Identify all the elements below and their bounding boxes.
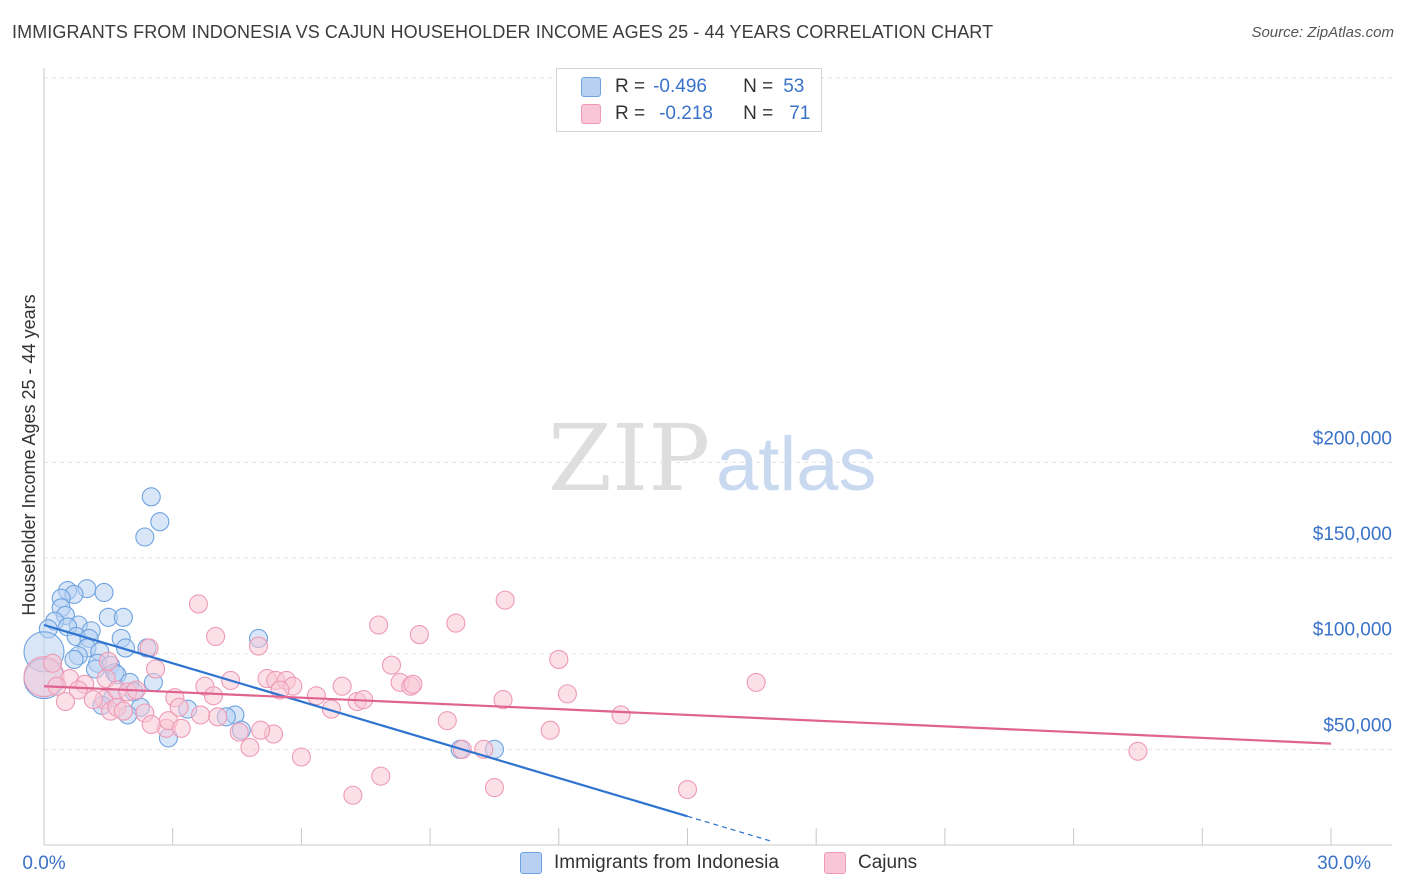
point-cajun bbox=[557, 684, 577, 704]
point-cajun bbox=[409, 625, 429, 645]
legend-swatch-indonesia bbox=[520, 852, 542, 874]
source-credit: Source: ZipAtlas.com bbox=[1251, 24, 1394, 41]
point-cajun bbox=[540, 720, 560, 740]
y-tick-label: $150,000 bbox=[1313, 524, 1392, 545]
point-cajun bbox=[145, 659, 166, 679]
watermark: ZIP atlas bbox=[548, 405, 877, 512]
point-cajun bbox=[437, 711, 457, 731]
point-cajun bbox=[371, 766, 391, 786]
y-tick-label: $200,000 bbox=[1313, 428, 1392, 449]
trendline-cajun bbox=[43, 685, 1332, 745]
point-cajun bbox=[251, 720, 271, 740]
axis-layer: $50,000 $100,000 $150,000 $200,000 0.0% 30.0% bbox=[22, 68, 1392, 874]
legend-r-label: R = bbox=[615, 76, 646, 97]
legend-r-value-cajuns: -0.218 bbox=[659, 103, 713, 124]
point-indonesia bbox=[115, 638, 136, 658]
series-legend: Immigrants from Indonesia Cajuns bbox=[0, 852, 1406, 876]
point-indonesia bbox=[141, 487, 161, 507]
legend-row-cajuns: R = -0.218 N = 71 bbox=[581, 102, 810, 126]
point-cajun bbox=[291, 747, 311, 767]
point-cajun bbox=[169, 697, 189, 717]
point-cajun bbox=[248, 636, 269, 656]
point-cajun bbox=[493, 690, 513, 710]
x-tick-label: 0.0% bbox=[22, 853, 65, 874]
legend-row-indonesia: R = -0.496 N = 53 bbox=[581, 75, 804, 99]
point-cajun bbox=[306, 686, 326, 706]
trendline-indonesia bbox=[43, 623, 688, 818]
y-tick-label: $100,000 bbox=[1313, 620, 1392, 641]
point-indonesia bbox=[150, 512, 170, 532]
point-cajun bbox=[446, 613, 466, 633]
point-cajun bbox=[43, 653, 63, 673]
point-cajun bbox=[495, 590, 515, 610]
watermark-zip: ZIP bbox=[548, 405, 710, 512]
points-layer bbox=[23, 487, 1148, 805]
point-indonesia bbox=[64, 649, 84, 669]
point-cajun bbox=[677, 779, 698, 800]
point-cajun bbox=[403, 674, 423, 694]
legend-n-label: N = bbox=[743, 76, 774, 97]
legend-n-label: N = bbox=[743, 103, 774, 124]
point-cajun bbox=[141, 714, 161, 735]
point-cajun bbox=[229, 722, 249, 742]
x-tick-label: 30.0% bbox=[1317, 853, 1371, 874]
point-cajun bbox=[191, 705, 211, 725]
y-tick-label: $50,000 bbox=[1323, 715, 1392, 736]
point-cajun bbox=[343, 785, 363, 805]
legend-swatch-indonesia bbox=[581, 77, 601, 97]
point-indonesia bbox=[135, 527, 155, 547]
legend-swatch-cajuns bbox=[581, 104, 601, 124]
legend-label-indonesia: Immigrants from Indonesia bbox=[554, 852, 779, 873]
point-cajun bbox=[321, 699, 341, 719]
point-cajun bbox=[83, 690, 103, 710]
point-cajun bbox=[171, 718, 191, 738]
watermark-atlas: atlas bbox=[716, 422, 877, 507]
legend-label-cajuns: Cajuns bbox=[858, 852, 918, 873]
point-indonesia bbox=[113, 607, 133, 627]
legend-item-cajuns: Cajuns bbox=[824, 852, 917, 874]
trend-layer bbox=[43, 623, 1332, 843]
legend-n-value-cajuns: 71 bbox=[789, 103, 811, 124]
point-cajun bbox=[188, 594, 208, 614]
point-cajun bbox=[240, 737, 260, 757]
point-cajun bbox=[369, 615, 389, 635]
point-cajun bbox=[203, 686, 224, 706]
point-cajun bbox=[611, 705, 631, 725]
point-cajun bbox=[113, 701, 133, 721]
grid-layer bbox=[44, 77, 1392, 750]
point-cajun bbox=[746, 672, 766, 692]
point-cajun bbox=[206, 626, 226, 647]
legend-r-value-indonesia: -0.496 bbox=[653, 76, 707, 97]
legend-item-indonesia: Immigrants from Indonesia bbox=[520, 852, 779, 874]
point-indonesia bbox=[94, 582, 114, 603]
y-axis-title: Householder Income Ages 25 - 44 years bbox=[19, 294, 39, 615]
point-cajun bbox=[332, 676, 352, 696]
point-cajun bbox=[381, 655, 402, 675]
point-cajun bbox=[55, 691, 75, 712]
point-cajun bbox=[1128, 741, 1148, 761]
point-cajun bbox=[98, 651, 118, 671]
legend-n-value-indonesia: 53 bbox=[783, 76, 805, 97]
point-cajun bbox=[549, 649, 569, 669]
legend-r-label: R = bbox=[615, 103, 646, 124]
point-cajun bbox=[208, 707, 228, 727]
chart-title: IMMIGRANTS FROM INDONESIA VS CAJUN HOUSE… bbox=[12, 22, 994, 42]
point-cajun bbox=[68, 680, 88, 700]
trendline-indonesia-extension bbox=[687, 815, 774, 843]
legend-swatch-cajuns bbox=[824, 852, 846, 874]
stats-legend: R = -0.496 N = 53 R = -0.218 N = 71 bbox=[556, 68, 822, 132]
point-cajun bbox=[484, 778, 505, 798]
